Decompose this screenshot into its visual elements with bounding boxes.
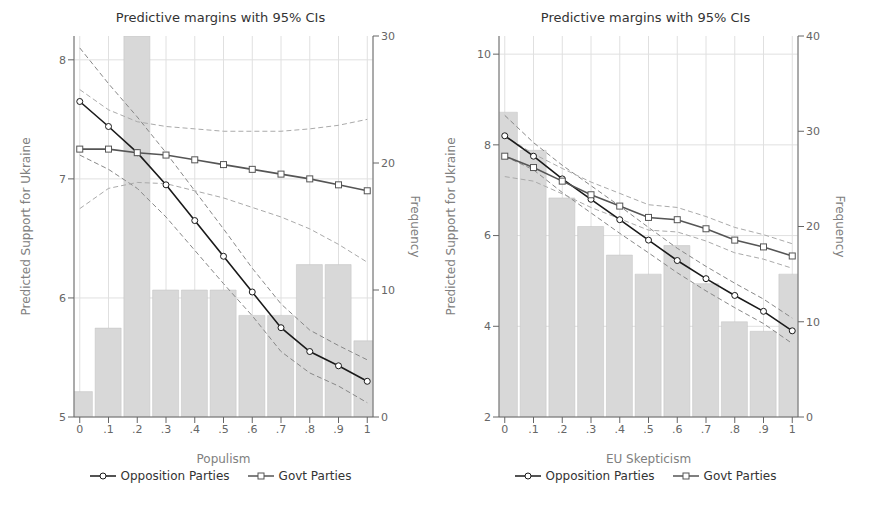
svg-text:.3: .3	[586, 423, 597, 436]
svg-text:.1: .1	[528, 423, 539, 436]
svg-text:5: 5	[59, 411, 66, 424]
svg-text:EU Skepticism: EU Skepticism	[606, 452, 691, 466]
svg-text:6: 6	[59, 292, 66, 305]
svg-text:6: 6	[484, 229, 491, 242]
svg-text:.2: .2	[132, 423, 143, 436]
svg-text:8: 8	[59, 54, 66, 67]
svg-text:0: 0	[381, 411, 388, 424]
svg-text:.8: .8	[305, 423, 316, 436]
svg-text:0: 0	[501, 423, 508, 436]
svg-text:.6: .6	[672, 423, 683, 436]
html-text:Opposition Parties: Opposition Parties	[120, 469, 230, 483]
svg-text:.4: .4	[615, 423, 626, 436]
svg-text:.4: .4	[190, 423, 201, 436]
svg-text:.1: .1	[103, 423, 114, 436]
svg-text:Predicted Support for Ukraine: Predicted Support for Ukraine	[19, 137, 33, 315]
svg-text:.8: .8	[730, 423, 741, 436]
html-text:Opposition Parties: Opposition Parties	[545, 469, 655, 483]
html-text:Govt Parties: Govt Parties	[278, 469, 352, 483]
html-text:Predictive margins with 95% CI: Predictive margins with 95% CIs	[115, 10, 326, 25]
svg-text:10: 10	[477, 48, 491, 61]
svg-text:4: 4	[484, 320, 491, 333]
svg-text:Predicted Support for Ukraine: Predicted Support for Ukraine	[444, 137, 458, 315]
svg-text:0: 0	[806, 411, 813, 424]
svg-text:1: 1	[364, 423, 371, 436]
svg-text:40: 40	[806, 30, 820, 43]
svg-text:.5: .5	[643, 423, 654, 436]
svg-text:7: 7	[59, 173, 66, 186]
svg-text:2: 2	[484, 411, 491, 424]
svg-text:.9: .9	[333, 423, 344, 436]
html-text:Govt Parties: Govt Parties	[703, 469, 777, 483]
svg-text:Frequency: Frequency	[408, 196, 422, 258]
svg-text:1: 1	[789, 423, 796, 436]
svg-text:.5: .5	[218, 423, 229, 436]
svg-text:Frequency: Frequency	[833, 196, 847, 258]
svg-text:Populism: Populism	[197, 452, 251, 466]
html-text:Predictive margins with 95% CI: Predictive margins with 95% CIs	[540, 10, 751, 25]
svg-text:0: 0	[76, 423, 83, 436]
svg-text:30: 30	[806, 125, 820, 138]
svg-text:8: 8	[484, 139, 491, 152]
svg-text:10: 10	[806, 316, 820, 329]
svg-text:.3: .3	[161, 423, 172, 436]
svg-text:20: 20	[806, 220, 820, 233]
svg-text:.6: .6	[247, 423, 258, 436]
svg-text:.2: .2	[557, 423, 568, 436]
svg-text:.7: .7	[276, 423, 287, 436]
svg-text:30: 30	[381, 30, 395, 43]
svg-text:20: 20	[381, 157, 395, 170]
svg-text:.7: .7	[701, 423, 712, 436]
svg-text:10: 10	[381, 284, 395, 297]
svg-text:.9: .9	[758, 423, 769, 436]
